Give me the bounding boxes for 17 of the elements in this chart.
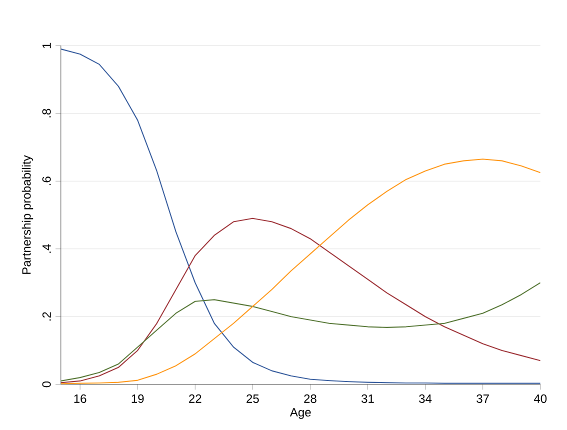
- y-tick-label: 0: [42, 381, 51, 388]
- x-axis-title: Age: [290, 408, 311, 419]
- y-tick-label: 1: [42, 42, 51, 48]
- y-tick-label: .2: [42, 312, 51, 321]
- x-tick-label: 28: [304, 394, 316, 403]
- x-tick-label: 31: [362, 394, 374, 403]
- y-axis-title: Partnership probability: [22, 155, 34, 274]
- x-tick-label: 34: [419, 394, 432, 403]
- x-tick-label: 19: [132, 394, 144, 403]
- x-tick-label: 16: [74, 394, 86, 403]
- y-tick-label: .8: [42, 108, 51, 118]
- x-tick-label: 22: [189, 394, 202, 403]
- x-tick-label: 40: [534, 394, 547, 403]
- x-tick-label: 37: [476, 394, 489, 403]
- x-tick-label: 25: [246, 394, 259, 403]
- y-tick-label: .4: [42, 244, 51, 253]
- y-tick-label: .6: [42, 176, 51, 186]
